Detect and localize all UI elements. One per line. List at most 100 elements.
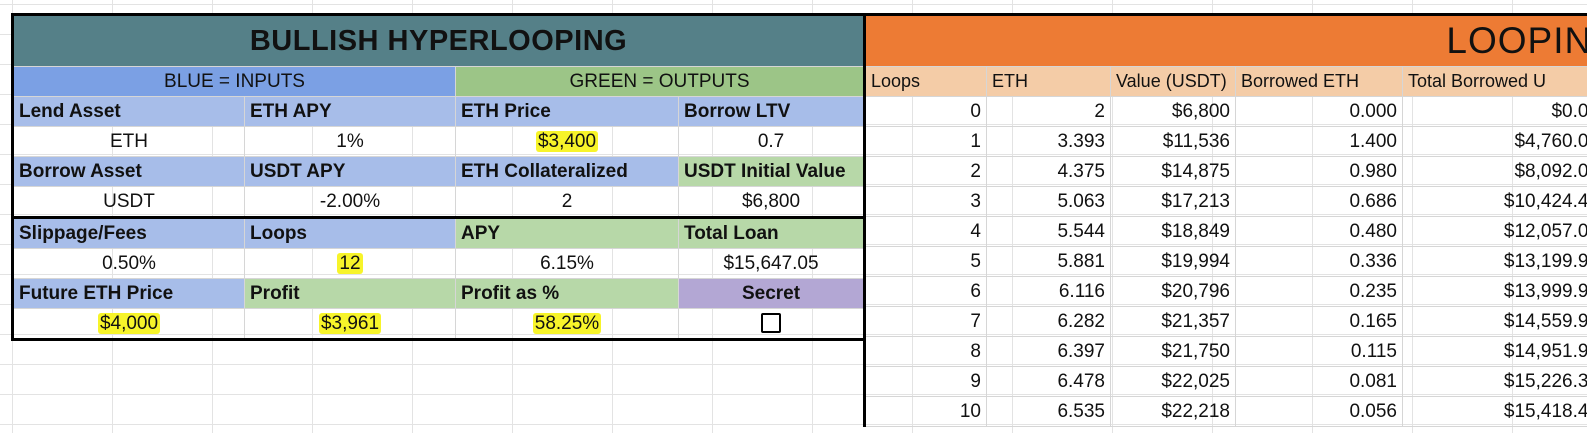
eth-collateralized-cell[interactable]: 2 — [455, 186, 679, 218]
value-usdt-cell[interactable]: $6,800 — [1110, 96, 1236, 127]
borrowed-eth-cell[interactable]: 0.056 — [1235, 396, 1403, 427]
total-borrowed-cell[interactable]: $15,418.47 — [1402, 396, 1587, 427]
eth-collateralized-label: ETH Collateralized — [455, 156, 679, 187]
borrowed-eth-cell[interactable]: 0.686 — [1235, 186, 1403, 217]
eth-cell[interactable]: 5.063 — [986, 186, 1111, 217]
borrowed-eth-cell[interactable]: 0.336 — [1235, 246, 1403, 277]
eth-cell[interactable]: 3.393 — [986, 126, 1111, 157]
borrowed-eth-cell[interactable]: 1.400 — [1235, 126, 1403, 157]
value-usdt-cell[interactable]: $21,750 — [1110, 336, 1236, 367]
total-borrowed-cell[interactable]: $14,951.98 — [1402, 336, 1587, 367]
value-usdt-cell[interactable]: $20,796 — [1110, 276, 1236, 307]
eth-cell[interactable]: 2 — [986, 96, 1111, 127]
loop-index-cell[interactable]: 7 — [864, 306, 987, 337]
loop-index-cell[interactable]: 6 — [864, 276, 987, 307]
value-usdt-cell[interactable]: $19,994 — [1110, 246, 1236, 277]
value-usdt-cell[interactable]: $17,213 — [1110, 186, 1236, 217]
apy-cell[interactable]: 6.15% — [455, 248, 679, 279]
total-borrowed-cell[interactable]: $8,092.00 — [1402, 156, 1587, 187]
secret-label: Secret — [677, 278, 866, 309]
eth-apy-label: ETH APY — [244, 96, 456, 127]
eth-cell[interactable]: 6.282 — [986, 306, 1111, 337]
total-borrowed-cell[interactable]: $14,559.98 — [1402, 306, 1587, 337]
eth-price-label: ETH Price — [455, 96, 679, 127]
future-eth-price-cell[interactable]: $4,000 — [12, 308, 245, 340]
profit-cell[interactable]: $3,961 — [244, 308, 456, 340]
column-header-total-borrowed: Total Borrowed U — [1402, 66, 1587, 97]
eth-cell[interactable]: 5.544 — [986, 216, 1111, 247]
value-usdt-cell[interactable]: $18,849 — [1110, 216, 1236, 247]
total-loan-cell[interactable]: $15,647.05 — [677, 248, 866, 279]
eth-cell[interactable]: 4.375 — [986, 156, 1111, 187]
loop-index-cell[interactable]: 4 — [864, 216, 987, 247]
usdt-initial-value-cell[interactable]: $6,800 — [677, 186, 866, 218]
eth-cell[interactable]: 6.397 — [986, 336, 1111, 367]
loop-index-cell[interactable]: 3 — [864, 186, 987, 217]
column-header-eth: ETH — [986, 66, 1111, 97]
eth-cell[interactable]: 6.535 — [986, 396, 1111, 427]
value-usdt-cell[interactable]: $22,025 — [1110, 366, 1236, 397]
usdt-initial-value-label: USDT Initial Value — [677, 156, 866, 187]
borrowed-eth-cell[interactable]: 0.980 — [1235, 156, 1403, 187]
borrowed-eth-cell[interactable]: 0.081 — [1235, 366, 1403, 397]
eth-cell[interactable]: 6.478 — [986, 366, 1111, 397]
looping-title: LOOPING — [864, 14, 1587, 67]
eth-cell[interactable]: 6.116 — [986, 276, 1111, 307]
borrow-asset-label: Borrow Asset — [12, 156, 245, 187]
lend-asset-label: Lend Asset — [12, 96, 245, 127]
future-eth-price-value: $4,000 — [97, 312, 161, 334]
borrowed-eth-cell[interactable]: 0.000 — [1235, 96, 1403, 127]
value-usdt-cell[interactable]: $21,357 — [1110, 306, 1236, 337]
loop-index-cell[interactable]: 8 — [864, 336, 987, 367]
loop-index-cell[interactable]: 5 — [864, 246, 987, 277]
loop-index-cell[interactable]: 0 — [864, 96, 987, 127]
value-usdt-cell[interactable]: $22,218 — [1110, 396, 1236, 427]
inputs-legend: BLUE = INPUTS — [12, 66, 456, 97]
total-borrowed-cell[interactable]: $4,760.00 — [1402, 126, 1587, 157]
column-header-borrowed-eth: Borrowed ETH — [1235, 66, 1403, 97]
looping-title-text: LOOPING — [1446, 20, 1587, 61]
loop-index-cell[interactable]: 1 — [864, 126, 987, 157]
loops-value: 12 — [337, 252, 363, 274]
borrow-ltv-label: Borrow LTV — [677, 96, 866, 127]
value-usdt-cell[interactable]: $14,875 — [1110, 156, 1236, 187]
hyperlooping-calculator: BULLISH HYPERLOOPING BLUE = INPUTS GREEN… — [11, 13, 867, 341]
total-borrowed-cell[interactable]: $15,226.39 — [1402, 366, 1587, 397]
usdt-apy-cell[interactable]: -2.00% — [244, 186, 456, 218]
borrowed-eth-cell[interactable]: 0.115 — [1235, 336, 1403, 367]
total-borrowed-cell[interactable]: $12,057.08 — [1402, 216, 1587, 247]
eth-price-value: $3,400 — [535, 130, 599, 152]
eth-price-cell[interactable]: $3,400 — [455, 126, 679, 157]
borrowed-eth-cell[interactable]: 0.235 — [1235, 276, 1403, 307]
total-borrowed-cell[interactable]: $13,999.97 — [1402, 276, 1587, 307]
loop-index-cell[interactable]: 10 — [864, 396, 987, 427]
borrow-ltv-cell[interactable]: 0.7 — [677, 126, 866, 157]
future-eth-price-label: Future ETH Price — [12, 278, 245, 309]
total-borrowed-cell[interactable]: $0.00 — [1402, 96, 1587, 127]
eth-apy-cell[interactable]: 1% — [244, 126, 456, 157]
secret-checkbox[interactable] — [761, 313, 782, 334]
secret-cell[interactable] — [677, 308, 866, 340]
borrow-asset-cell[interactable]: USDT — [12, 186, 245, 218]
calculator-title: BULLISH HYPERLOOPING — [11, 14, 866, 67]
slippage-fees-label: Slippage/Fees — [12, 216, 245, 249]
loop-index-cell[interactable]: 2 — [864, 156, 987, 187]
loops-cell[interactable]: 12 — [244, 248, 456, 279]
column-header-loops: Loops — [864, 66, 987, 97]
total-borrowed-cell[interactable]: $13,199.96 — [1402, 246, 1587, 277]
borrowed-eth-cell[interactable]: 0.165 — [1235, 306, 1403, 337]
total-borrowed-cell[interactable]: $10,424.40 — [1402, 186, 1587, 217]
borrowed-eth-cell[interactable]: 0.480 — [1235, 216, 1403, 247]
loop-index-cell[interactable]: 9 — [864, 366, 987, 397]
lend-asset-cell[interactable]: ETH — [12, 126, 245, 157]
loops-label: Loops — [244, 216, 456, 249]
value-usdt-cell[interactable]: $11,536 — [1110, 126, 1236, 157]
slippage-fees-cell[interactable]: 0.50% — [12, 248, 245, 279]
profit-percent-cell[interactable]: 58.25% — [455, 308, 679, 340]
eth-cell[interactable]: 5.881 — [986, 246, 1111, 277]
